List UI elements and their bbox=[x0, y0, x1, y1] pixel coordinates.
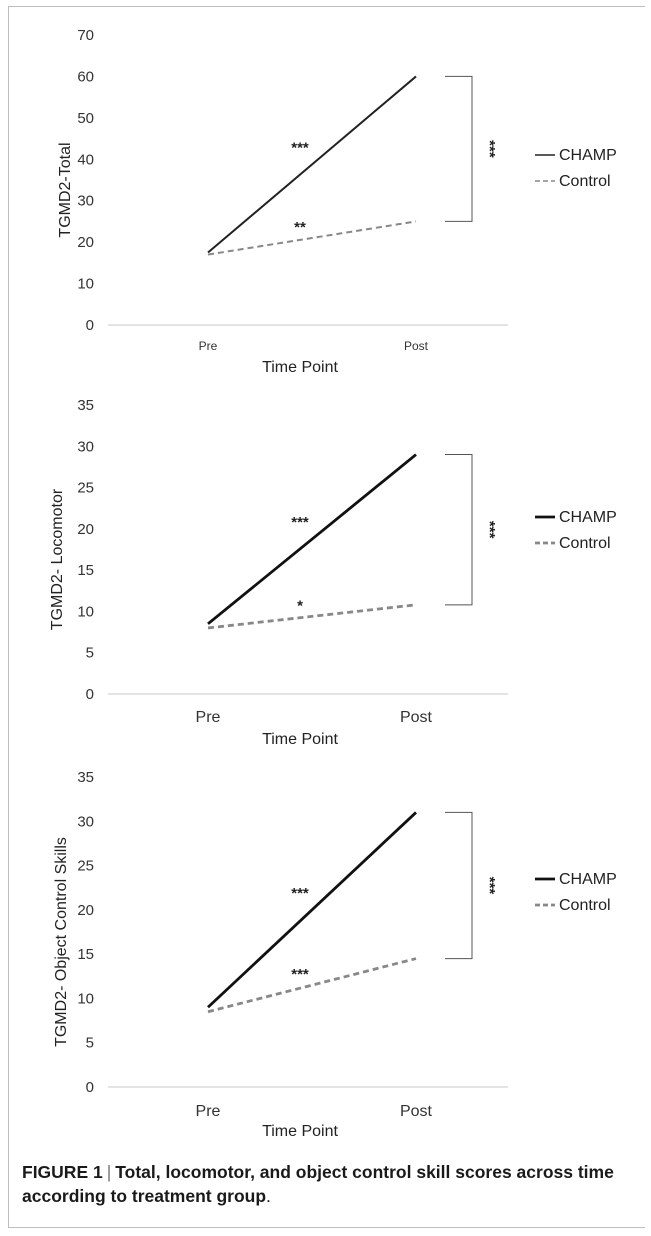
bracket-label: *** bbox=[481, 140, 498, 158]
total-score-chart: 0 10 20 30 40 50 60 70 Pre Post Time Point TGMD2-To… bbox=[57, 27, 617, 376]
caption-end: . bbox=[266, 1186, 271, 1206]
legend-label-control: Control bbox=[559, 173, 611, 190]
x-tick-label: Pre bbox=[199, 339, 218, 353]
y-tick-label: 50 bbox=[77, 110, 94, 127]
y-tick-label: 20 bbox=[77, 234, 94, 251]
y-tick-label: 15 bbox=[77, 946, 94, 963]
y-tick-label: 35 bbox=[77, 769, 94, 786]
legend-label-champ: CHAMP bbox=[559, 509, 617, 526]
y-tick-label: 30 bbox=[77, 438, 94, 455]
x-axis-title: Time Point bbox=[262, 1123, 338, 1140]
significance-bracket bbox=[445, 811, 473, 960]
y-tick-label: 10 bbox=[77, 603, 94, 620]
y-tick-label: 5 bbox=[86, 645, 94, 662]
y-tick-label: 30 bbox=[77, 813, 94, 830]
x-tick-label: Pre bbox=[196, 709, 221, 726]
y-tick-label: 35 bbox=[77, 397, 94, 414]
series-line-champ bbox=[207, 811, 417, 1009]
legend-label-champ: CHAMP bbox=[559, 147, 617, 164]
caption-label: FIGURE 1 bbox=[22, 1162, 103, 1182]
bracket-label: *** bbox=[481, 877, 498, 895]
y-tick-label: 15 bbox=[77, 562, 94, 579]
y-tick-label: 30 bbox=[77, 193, 94, 210]
significance-bracket bbox=[445, 454, 473, 606]
caption-title: Total, locomotor, and object control ski… bbox=[22, 1162, 614, 1206]
series-line-control bbox=[207, 957, 417, 1014]
y-tick-label: 40 bbox=[77, 151, 94, 168]
series-annotation: *** bbox=[291, 139, 309, 156]
legend-label-champ: CHAMP bbox=[559, 871, 617, 888]
y-axis-title: TGMD2- Locomotor bbox=[49, 488, 66, 630]
y-axis-title: TGMD2-Total bbox=[57, 142, 74, 237]
caption-separator: | bbox=[106, 1162, 112, 1182]
y-tick-label: 0 bbox=[86, 686, 94, 703]
y-tick-label: 0 bbox=[86, 317, 94, 334]
y-tick-label: 25 bbox=[77, 480, 94, 497]
y-tick-label: 10 bbox=[77, 990, 94, 1007]
legend-label-control: Control bbox=[559, 897, 611, 914]
x-tick-label: Post bbox=[404, 339, 429, 353]
y-tick-label: 20 bbox=[77, 902, 94, 919]
locomotor-score-chart: 0 5 10 15 20 25 30 35 Pre Post Time Point TGMD2- Lo… bbox=[49, 397, 617, 748]
figure-frame bbox=[8, 6, 645, 1228]
figure-caption: FIGURE 1 | Total, locomotor, and object co… bbox=[22, 1160, 632, 1208]
y-tick-label: 0 bbox=[86, 1079, 94, 1096]
series-annotation: *** bbox=[291, 514, 309, 531]
series-annotation: *** bbox=[291, 885, 309, 902]
series-line-champ bbox=[207, 75, 417, 254]
y-tick-label: 5 bbox=[86, 1035, 94, 1052]
significance-bracket bbox=[445, 75, 473, 222]
y-axis-title: TGMD2- Object Control Skills bbox=[53, 837, 70, 1047]
series-annotation: *** bbox=[291, 966, 309, 983]
series-annotation: ** bbox=[294, 219, 306, 236]
y-tick-label: 10 bbox=[77, 276, 94, 293]
legend-label-control: Control bbox=[559, 535, 611, 552]
x-tick-label: Pre bbox=[196, 1103, 221, 1120]
x-tick-label: Post bbox=[400, 1103, 433, 1120]
series-line-control bbox=[207, 220, 417, 256]
series-annotation: * bbox=[297, 597, 303, 614]
series-line-control bbox=[207, 603, 417, 630]
y-tick-label: 70 bbox=[77, 27, 94, 44]
x-tick-label: Post bbox=[400, 709, 433, 726]
y-tick-label: 25 bbox=[77, 858, 94, 875]
x-axis-title: Time Point bbox=[262, 359, 338, 376]
y-tick-label: 20 bbox=[77, 521, 94, 538]
object-control-score-chart: 0 5 10 15 20 25 30 35 Pre Post Time Point TGMD2- Ob… bbox=[53, 769, 617, 1140]
y-tick-label: 60 bbox=[77, 68, 94, 85]
x-axis-title: Time Point bbox=[262, 731, 338, 748]
bracket-label: *** bbox=[481, 521, 498, 539]
series-line-champ bbox=[207, 453, 417, 625]
